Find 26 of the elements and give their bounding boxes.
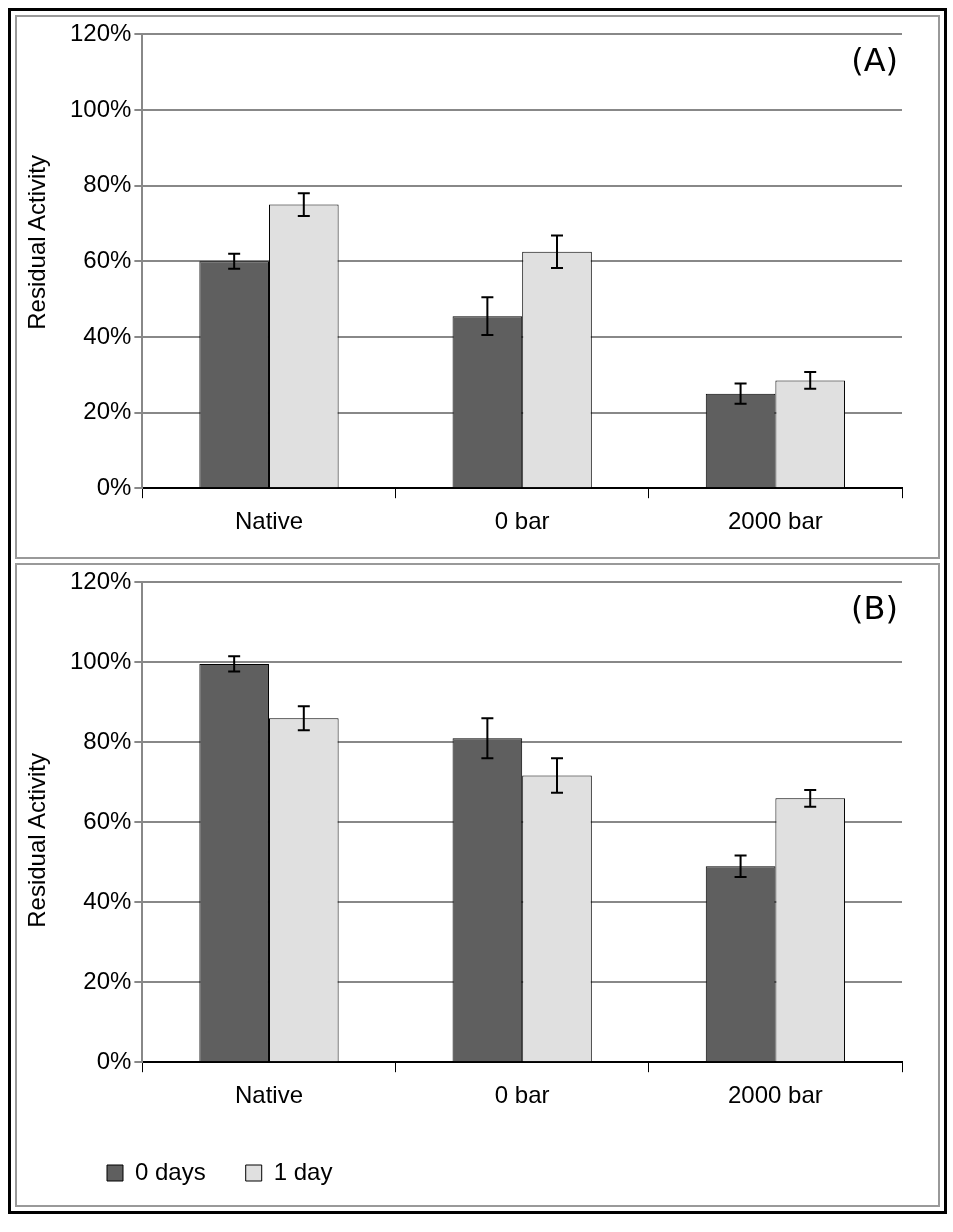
x-tick-label: 0 bar [494,507,550,535]
y-tick-label: 100% [69,94,132,122]
x-tick-label: 2000 bar [728,1081,823,1109]
y-tick-label: 60% [83,806,132,834]
y-axis-title: Residual Activity [23,752,51,928]
y-tick-label: 0% [96,472,132,500]
annotation: (A) [851,40,898,79]
y-tick-label: 60% [83,245,132,273]
y-tick-label: 80% [83,170,132,198]
y-tick-label: 20% [83,966,132,994]
x-tick-label: 2000 bar [728,507,823,535]
legend-label: 0 days [135,1157,206,1185]
y-tick-label: 20% [83,397,132,425]
y-tick-label: 100% [69,646,132,674]
annotation: (B) [851,588,898,627]
y-tick-label: 40% [83,321,132,349]
y-tick-label: 40% [83,886,132,914]
y-tick-label: 0% [96,1046,132,1074]
x-tick-label: Native [234,507,303,535]
x-tick-label: 0 bar [494,1081,550,1109]
y-tick-label: 120% [69,567,132,595]
y-axis-title: Residual Activity [23,154,51,330]
legend-label: 1 day [273,1157,333,1185]
y-tick-label: 120% [69,19,132,47]
x-tick-label: Native [234,1081,303,1109]
y-tick-label: 80% [83,726,132,754]
